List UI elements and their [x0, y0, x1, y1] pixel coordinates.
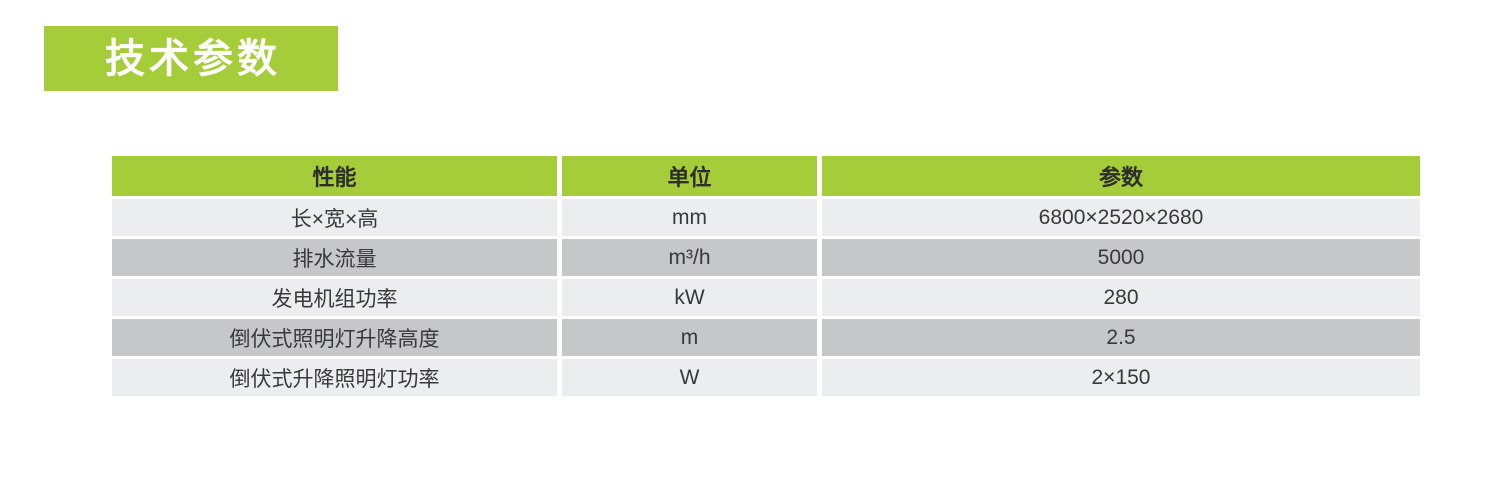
table-row: 排水流量 m³/h 5000: [112, 236, 1420, 278]
cell-parameter: 6800×2520×2680: [819, 196, 1420, 238]
cell-unit: m: [559, 316, 822, 358]
cell-unit: m³/h: [559, 236, 822, 278]
cell-performance: 排水流量: [112, 236, 562, 278]
section-title-banner: 技术参数: [44, 26, 338, 91]
table-row: 倒伏式升降照明灯功率 W 2×150: [112, 356, 1420, 396]
table-header-row: 性能 单位 参数: [112, 156, 1420, 198]
table-row: 发电机组功率 kW 280: [112, 276, 1420, 318]
cell-parameter: 280: [819, 276, 1420, 318]
cell-parameter: 2×150: [819, 356, 1420, 396]
column-header-performance: 性能: [112, 156, 562, 198]
cell-parameter: 2.5: [819, 316, 1420, 358]
cell-unit: kW: [559, 276, 822, 318]
cell-unit: W: [559, 356, 822, 396]
cell-performance: 倒伏式照明灯升降高度: [112, 316, 562, 358]
cell-performance: 长×宽×高: [112, 196, 562, 238]
column-header-parameter: 参数: [819, 156, 1420, 198]
cell-performance: 发电机组功率: [112, 276, 562, 318]
cell-unit: mm: [559, 196, 822, 238]
table-row: 长×宽×高 mm 6800×2520×2680: [112, 196, 1420, 238]
cell-parameter: 5000: [819, 236, 1420, 278]
table-row: 倒伏式照明灯升降高度 m 2.5: [112, 316, 1420, 358]
column-header-unit: 单位: [559, 156, 822, 198]
spec-table: 性能 单位 参数 长×宽×高 mm 6800×2520×2680 排水流量 m³…: [112, 156, 1420, 396]
section-title: 技术参数: [105, 36, 281, 81]
cell-performance: 倒伏式升降照明灯功率: [112, 356, 562, 396]
